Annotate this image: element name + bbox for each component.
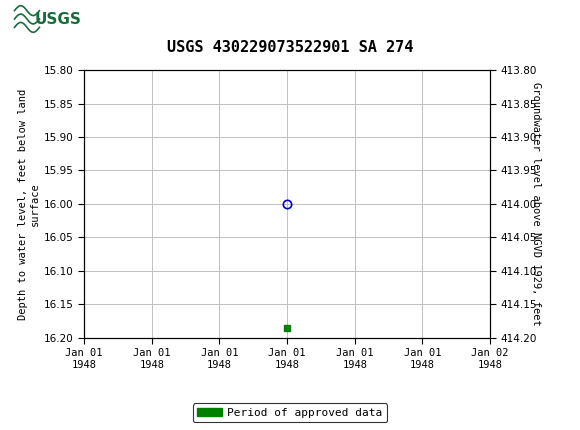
Text: USGS: USGS [34,12,81,27]
Legend: Period of approved data: Period of approved data [193,403,387,422]
Text: USGS 430229073522901 SA 274: USGS 430229073522901 SA 274 [167,40,413,55]
Y-axis label: Depth to water level, feet below land
surface: Depth to water level, feet below land su… [18,88,39,319]
Y-axis label: Groundwater level above NGVD 1929, feet: Groundwater level above NGVD 1929, feet [531,82,541,326]
Bar [12,2,90,37]
